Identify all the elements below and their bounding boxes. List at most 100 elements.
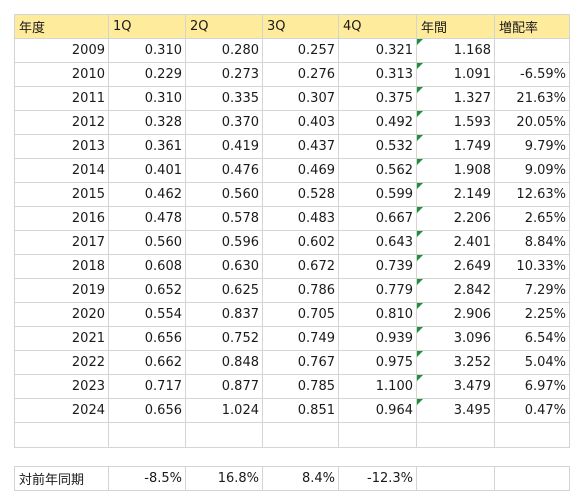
q1-cell[interactable]: 0.717 — [108, 374, 186, 399]
q2-cell[interactable]: 0.280 — [185, 38, 263, 63]
year-cell[interactable]: 2017 — [14, 230, 109, 255]
annual-cell[interactable]: 1.593 — [416, 110, 495, 135]
q1-cell[interactable]: 0.478 — [108, 206, 186, 231]
q3-cell[interactable]: 0.705 — [262, 302, 339, 327]
growth-cell[interactable]: 9.79% — [494, 134, 570, 159]
q4-cell[interactable]: 0.964 — [338, 398, 417, 423]
summary-annual[interactable] — [416, 466, 495, 491]
q1-cell[interactable]: 0.310 — [108, 38, 186, 63]
growth-cell[interactable]: 6.97% — [494, 374, 570, 399]
annual-cell[interactable]: 3.479 — [416, 374, 495, 399]
year-cell[interactable]: 2013 — [14, 134, 109, 159]
q4-cell[interactable]: 0.810 — [338, 302, 417, 327]
year-cell[interactable]: 2016 — [14, 206, 109, 231]
growth-cell[interactable]: 12.63% — [494, 182, 570, 207]
q2-cell[interactable]: 0.630 — [185, 254, 263, 279]
q4-cell[interactable]: 0.375 — [338, 86, 417, 111]
growth-cell[interactable]: -6.59% — [494, 62, 570, 87]
q1-cell[interactable]: 0.656 — [108, 326, 186, 351]
q1-cell[interactable]: 0.229 — [108, 62, 186, 87]
q1-cell[interactable]: 0.328 — [108, 110, 186, 135]
growth-cell[interactable]: 21.63% — [494, 86, 570, 111]
annual-cell[interactable]: 1.327 — [416, 86, 495, 111]
q2-cell[interactable]: 0.476 — [185, 158, 263, 183]
year-cell[interactable]: 2009 — [14, 38, 109, 63]
q1-cell[interactable]: 0.656 — [108, 398, 186, 423]
annual-cell[interactable]: 1.091 — [416, 62, 495, 87]
q2-cell[interactable]: 1.024 — [185, 398, 263, 423]
annual-cell[interactable]: 2.842 — [416, 278, 495, 303]
year-cell[interactable]: 2021 — [14, 326, 109, 351]
annual-cell[interactable]: 2.649 — [416, 254, 495, 279]
growth-cell[interactable]: 7.29% — [494, 278, 570, 303]
q4-cell[interactable]: 0.739 — [338, 254, 417, 279]
annual-cell[interactable]: 1.168 — [416, 38, 495, 63]
q3-cell[interactable]: 0.307 — [262, 86, 339, 111]
header-q1[interactable]: 1Q — [108, 14, 186, 39]
year-cell[interactable]: 2023 — [14, 374, 109, 399]
summary-q3[interactable]: 8.4% — [262, 466, 339, 491]
q2-cell[interactable]: 0.370 — [185, 110, 263, 135]
growth-cell[interactable]: 10.33% — [494, 254, 570, 279]
q2-cell[interactable]: 0.273 — [185, 62, 263, 87]
year-cell[interactable]: 2020 — [14, 302, 109, 327]
growth-cell[interactable]: 0.47% — [494, 398, 570, 423]
q4-cell[interactable]: 0.492 — [338, 110, 417, 135]
empty-cell[interactable] — [416, 422, 495, 448]
annual-cell[interactable]: 3.495 — [416, 398, 495, 423]
annual-cell[interactable]: 1.749 — [416, 134, 495, 159]
q2-cell[interactable]: 0.419 — [185, 134, 263, 159]
q3-cell[interactable]: 0.767 — [262, 350, 339, 375]
q2-cell[interactable]: 0.752 — [185, 326, 263, 351]
q4-cell[interactable]: 0.532 — [338, 134, 417, 159]
annual-cell[interactable]: 3.252 — [416, 350, 495, 375]
q1-cell[interactable]: 0.560 — [108, 230, 186, 255]
q2-cell[interactable]: 0.596 — [185, 230, 263, 255]
q1-cell[interactable]: 0.608 — [108, 254, 186, 279]
q3-cell[interactable]: 0.483 — [262, 206, 339, 231]
q4-cell[interactable]: 0.779 — [338, 278, 417, 303]
q4-cell[interactable]: 0.643 — [338, 230, 417, 255]
q3-cell[interactable]: 0.672 — [262, 254, 339, 279]
annual-cell[interactable]: 2.906 — [416, 302, 495, 327]
growth-cell[interactable]: 2.25% — [494, 302, 570, 327]
q1-cell[interactable]: 0.554 — [108, 302, 186, 327]
header-year[interactable]: 年度 — [14, 14, 109, 39]
growth-cell[interactable]: 20.05% — [494, 110, 570, 135]
q4-cell[interactable]: 0.975 — [338, 350, 417, 375]
q3-cell[interactable]: 0.257 — [262, 38, 339, 63]
annual-cell[interactable]: 2.206 — [416, 206, 495, 231]
q3-cell[interactable]: 0.276 — [262, 62, 339, 87]
q1-cell[interactable]: 0.310 — [108, 86, 186, 111]
q2-cell[interactable]: 0.877 — [185, 374, 263, 399]
year-cell[interactable]: 2014 — [14, 158, 109, 183]
q3-cell[interactable]: 0.851 — [262, 398, 339, 423]
q2-cell[interactable]: 0.848 — [185, 350, 263, 375]
summary-q4[interactable]: -12.3% — [338, 466, 417, 491]
header-q3[interactable]: 3Q — [262, 14, 339, 39]
q2-cell[interactable]: 0.578 — [185, 206, 263, 231]
summary-growth[interactable] — [494, 466, 570, 491]
empty-cell[interactable] — [494, 422, 570, 448]
q3-cell[interactable]: 0.528 — [262, 182, 339, 207]
q4-cell[interactable]: 0.562 — [338, 158, 417, 183]
header-growth[interactable]: 増配率 — [494, 14, 570, 39]
q3-cell[interactable]: 0.602 — [262, 230, 339, 255]
q2-cell[interactable]: 0.837 — [185, 302, 263, 327]
summary-label[interactable]: 対前年同期 — [14, 466, 109, 491]
growth-cell[interactable]: 5.04% — [494, 350, 570, 375]
year-cell[interactable]: 2022 — [14, 350, 109, 375]
growth-cell[interactable] — [494, 38, 570, 63]
annual-cell[interactable]: 3.096 — [416, 326, 495, 351]
q3-cell[interactable]: 0.786 — [262, 278, 339, 303]
annual-cell[interactable]: 2.149 — [416, 182, 495, 207]
q3-cell[interactable]: 0.749 — [262, 326, 339, 351]
summary-q2[interactable]: 16.8% — [185, 466, 263, 491]
q2-cell[interactable]: 0.335 — [185, 86, 263, 111]
q1-cell[interactable]: 0.662 — [108, 350, 186, 375]
empty-cell[interactable] — [14, 422, 109, 448]
summary-q1[interactable]: -8.5% — [108, 466, 186, 491]
header-q2[interactable]: 2Q — [185, 14, 263, 39]
q1-cell[interactable]: 0.401 — [108, 158, 186, 183]
q4-cell[interactable]: 0.313 — [338, 62, 417, 87]
